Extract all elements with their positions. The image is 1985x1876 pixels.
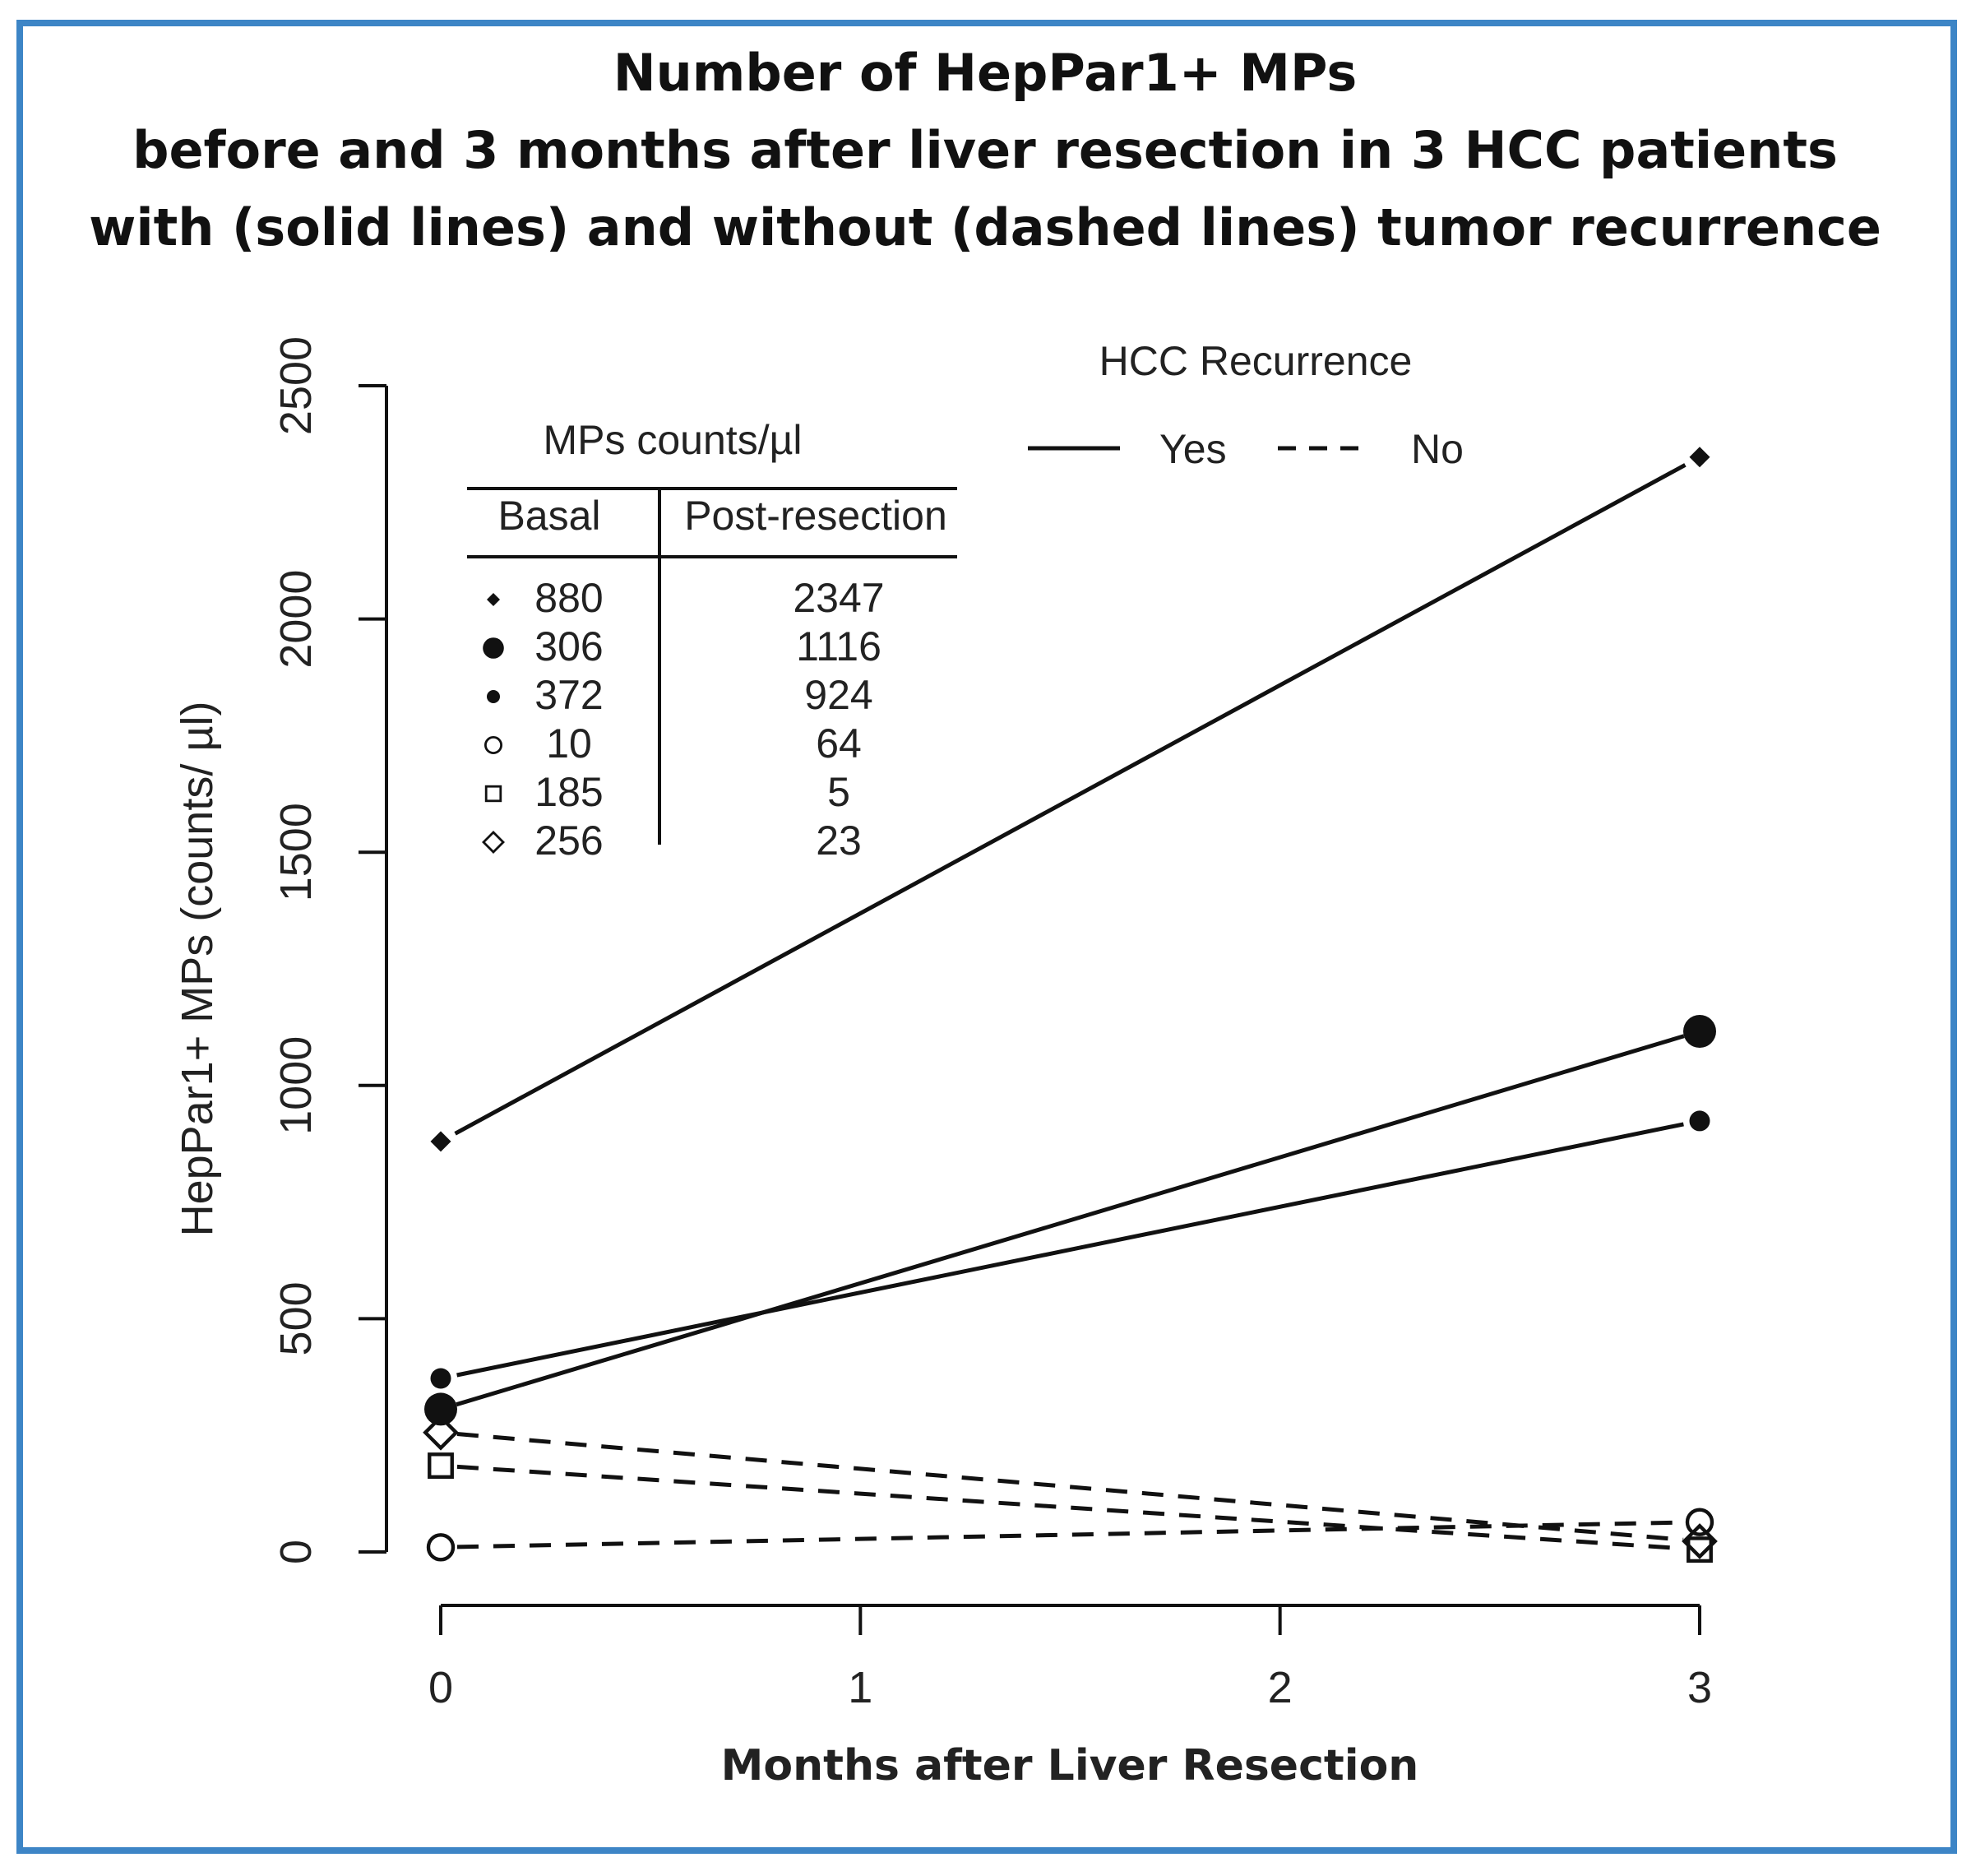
- data-point-3-basal: [430, 1368, 451, 1389]
- table-cell-basal: 306: [534, 623, 603, 669]
- table-row-marker: [487, 690, 500, 703]
- data-point-1-basal: [430, 1131, 451, 1152]
- x-ticks: 0 1 2 3: [428, 1605, 1712, 1712]
- table-header-post: Post-resection: [684, 493, 947, 539]
- data-point-6-post: [1682, 1523, 1718, 1559]
- table-cell-post: 924: [804, 672, 872, 718]
- data-point-6-basal: [423, 1414, 459, 1451]
- x-axis-label: Months after Liver Resection: [721, 1741, 1419, 1790]
- y-axis-label: HepPar1+ MPs (counts/ µl): [173, 702, 222, 1237]
- table-cell-basal: 256: [534, 818, 603, 864]
- table-row-marker: [484, 736, 503, 755]
- data-point-1-post: [1689, 447, 1710, 468]
- table-cell-basal: 10: [546, 720, 592, 767]
- legend-label-yes: Yes: [1159, 426, 1227, 472]
- table-rows: 880 2347 306 1116 372 924 10 64 185 5 256 23: [482, 575, 885, 864]
- table-row-marker: [487, 593, 500, 606]
- y-tick-label: 2500: [271, 336, 321, 435]
- table-cell-post: 23: [816, 818, 862, 864]
- x-tick-label: 1: [848, 1663, 872, 1712]
- chart-frame: Number of HepPar1+ MPs before and 3 mont…: [16, 20, 1957, 1854]
- series-line-2: [456, 1034, 1685, 1407]
- data-point-3-post: [1689, 1110, 1710, 1132]
- table-title: MPs counts/µl: [543, 417, 802, 463]
- x-tick-label: 3: [1687, 1663, 1712, 1712]
- table-row-marker: [483, 637, 504, 659]
- series-markers: [423, 447, 1718, 1563]
- series-line-3: [456, 1122, 1684, 1378]
- title-line-3: with (solid lines) and without (dashed l…: [89, 197, 1881, 257]
- data-point-2-basal: [424, 1392, 457, 1426]
- series-line-4: [456, 1520, 1684, 1549]
- x-tick-label: 2: [1268, 1663, 1293, 1712]
- data-point-4-post: [1685, 1508, 1714, 1536]
- table-cell-basal: 880: [534, 575, 603, 621]
- series-line-1: [454, 463, 1687, 1136]
- y-tick-label: 1500: [271, 803, 321, 901]
- series-line-5: [456, 1464, 1684, 1551]
- y-ticks: 0 500 1000 1500 2000 2500: [271, 336, 386, 1564]
- y-tick-label: 500: [271, 1281, 321, 1355]
- title-line-1: Number of HepPar1+ MPs: [613, 43, 1358, 103]
- table-header-basal: Basal: [497, 493, 600, 539]
- legend: HCC Recurrence Yes No: [1028, 338, 1464, 472]
- table-cell-post: 1116: [796, 623, 881, 669]
- series-line-6: [456, 1432, 1684, 1542]
- legend-label-no: No: [1411, 426, 1464, 472]
- legend-title: HCC Recurrence: [1099, 338, 1413, 384]
- data-table: MPs counts/µl Basal Post-resection 880 23…: [467, 417, 957, 864]
- chart-title: Number of HepPar1+ MPs before and 3 mont…: [89, 43, 1881, 257]
- table-row-marker: [484, 785, 502, 803]
- table-cell-post: 64: [816, 720, 862, 767]
- data-point-5-post: [1687, 1536, 1713, 1563]
- table-cell-post: 2347: [793, 575, 884, 621]
- series-lines: [454, 463, 1687, 1551]
- chart-svg: Number of HepPar1+ MPs before and 3 mont…: [89, 43, 1881, 1790]
- table-cell-basal: 372: [534, 672, 603, 718]
- table-cell-post: 5: [827, 769, 850, 815]
- y-tick-label: 0: [271, 1540, 321, 1564]
- table-cell-basal: 185: [534, 769, 603, 815]
- title-line-2: before and 3 months after liver resectio…: [132, 120, 1838, 180]
- y-tick-label: 1000: [271, 1036, 321, 1135]
- y-tick-label: 2000: [271, 570, 321, 669]
- data-point-4-basal: [426, 1533, 456, 1562]
- x-tick-label: 0: [428, 1663, 453, 1712]
- data-point-2-post: [1683, 1015, 1716, 1049]
- data-point-5-basal: [428, 1452, 454, 1480]
- table-row-marker: [482, 831, 505, 854]
